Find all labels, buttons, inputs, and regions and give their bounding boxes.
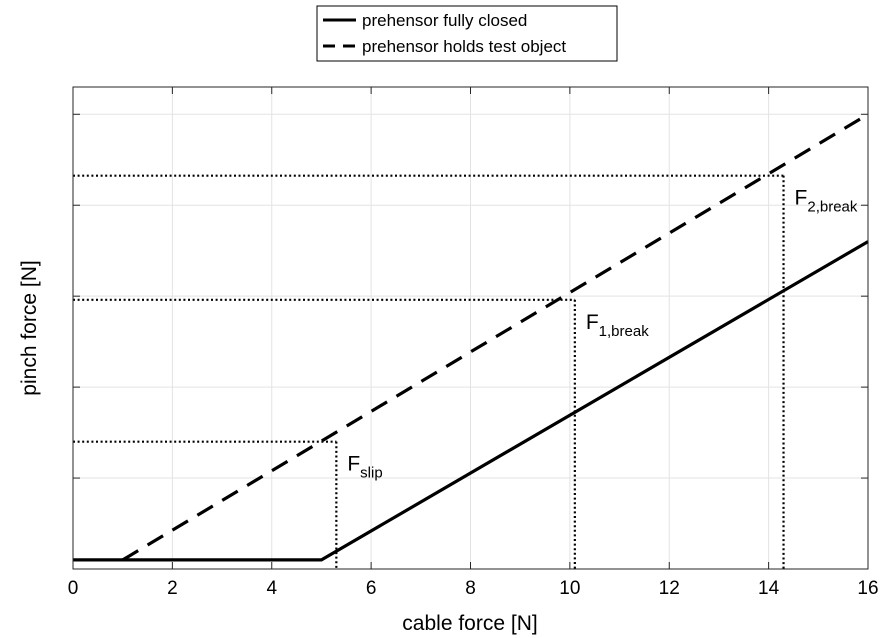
legend-label-holds-test-object: prehensor holds test object: [362, 37, 566, 56]
ticks: 0 2 4 6 8 10 12 14 16: [68, 87, 879, 599]
annotation-subscript: 1,break: [599, 323, 650, 340]
annotation-main-text: F: [586, 311, 599, 334]
annotation-main-text: F: [795, 187, 808, 210]
y-axis-title: pinch force [N]: [18, 260, 41, 395]
x-tick-label: 0: [68, 578, 79, 599]
annotation-subscript: slip: [360, 465, 383, 482]
x-tick-label: 8: [465, 578, 476, 599]
series-line-fully-closed: [73, 240, 869, 562]
x-tick-label: 4: [266, 578, 277, 599]
x-tick-label: 10: [559, 578, 580, 599]
x-tick-label: 14: [758, 578, 780, 599]
x-tick-label: 6: [366, 578, 377, 599]
series-lines: [73, 112, 869, 562]
legend: prehensor fully closed prehensor holds t…: [316, 5, 618, 62]
annotation-main-text: F: [347, 453, 360, 476]
x-tick-label: 2: [167, 578, 178, 599]
annotation-subscript: 2,break: [807, 199, 858, 216]
x-axis-title: cable force [N]: [402, 612, 537, 635]
x-tick-label: 12: [659, 578, 680, 599]
reference-lines: [73, 174, 785, 569]
reference-annotation: F2,break: [795, 187, 858, 216]
legend-label-fully-closed: prehensor fully closed: [362, 11, 527, 30]
x-tick-label: 16: [857, 578, 878, 599]
legend-box: [316, 5, 618, 62]
reference-annotation: Fslip: [347, 453, 382, 482]
reference-annotation: F1,break: [586, 311, 649, 340]
